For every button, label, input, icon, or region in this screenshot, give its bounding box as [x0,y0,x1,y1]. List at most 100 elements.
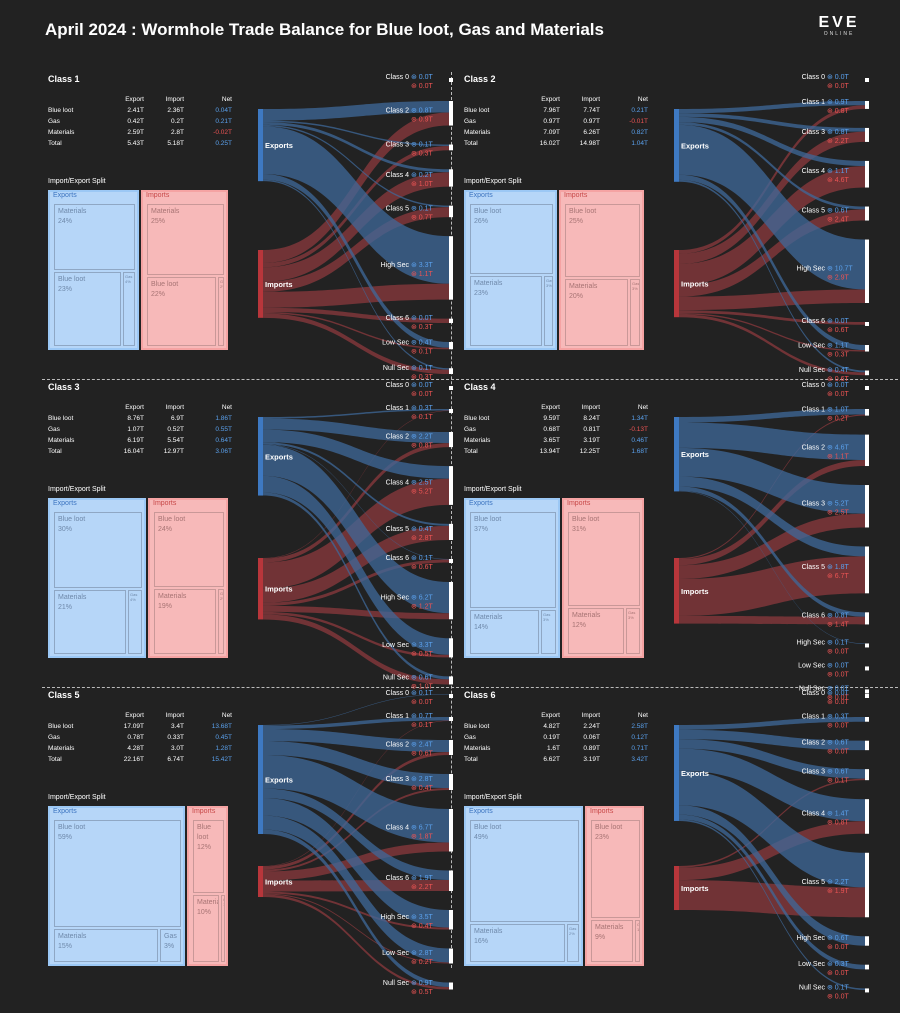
table-header-blank [464,94,520,105]
table-cell-label: Total [464,756,478,763]
treemap-cell-gas: Gas 3% [541,610,556,654]
destination-node [865,546,869,594]
table-header-row: Export Import Net [464,94,648,105]
export-value-label: ⊛ 0.3T [827,961,850,968]
destination-node [865,78,869,82]
import-flow-high-sec [263,283,449,308]
destination-node [449,948,453,964]
export-flow-class-2 [679,422,865,460]
treemap-cell-pct: 19% [158,603,173,610]
table-header-export: Export [125,712,144,719]
page-title: April 2024 : Wormhole Trade Balance for … [45,20,604,39]
import-value-label: ⊛ 1.9T [827,888,850,895]
destination-node [865,964,869,970]
imports-node [674,558,679,624]
destination-label: Class 4 [802,810,825,817]
treemap-cell-gas: Gas 3% [160,929,181,962]
export-flow-class-6 [263,788,449,880]
destination-label: Class 2 [386,107,409,114]
table-header-import: Import [165,712,184,719]
treemap-cell-pct: 2% [220,284,223,289]
destination-label: Class 6 [386,315,409,322]
exports-treemap: Exports Blue loot 49% Materials 16% Gas 2% [464,806,583,966]
destination-label: Null Sec [799,685,826,692]
destination-label: Null Sec [383,674,410,681]
treemap-cell-materials: Materials 20% [565,279,628,346]
table-row: Materials 4.28T 3.0T 1.28T [48,743,232,754]
treemap-cell-pct: 23% [474,290,489,297]
table-cell-net: 0.45T [215,734,232,741]
sankey-flows [263,694,449,990]
table-header-net: Net [221,96,232,103]
destination-label: Class 1 [386,713,409,720]
destination-node [865,740,869,751]
treemap-cell-label: Materials [197,899,218,906]
treemap-cell-pct: 22% [151,291,166,298]
destination-label: Class 6 [386,555,409,562]
sankey-flows [263,409,449,685]
treemap-cell-label: Gas [569,926,577,931]
treemap-cell-gas: Gas 4% [128,590,142,654]
table-row: Blue loot 7.96T 7.74T 0.21T [464,105,648,116]
treemap-cell-pct: 26% [474,218,489,225]
logo-sub-text: ONLINE [823,31,855,37]
import-value-label: ⊛ 1.1T [411,271,434,278]
panel-title: Class 1 [48,74,80,84]
table-cell-export: 2.59T [127,129,144,136]
export-flow-high-sec [263,798,449,928]
treemap-cell-pct: 24% [58,218,73,225]
table-row: Materials 6.19T 5.54T 0.64T [48,435,232,446]
import-value-label: ⊛ 0.8T [827,108,850,115]
treemap-cell-pct: 49% [474,834,489,841]
export-value-label: ⊛ 0.6T [827,769,850,776]
table-cell-import: 0.97T [583,118,600,125]
treemap-cell-pct: 37% [474,526,489,533]
destination-node [865,852,869,918]
export-flow-class-6 [679,486,865,617]
treemap-cell-label: Gas [130,592,138,597]
export-value-label: ⊛ 0.6T [411,674,434,681]
import-value-label: ⊛ 0.0T [827,391,850,398]
treemap-cell-pct: 10% [197,909,212,916]
split-title: Import/Export Split [464,794,522,801]
destination-label: High Sec [797,265,826,272]
exports-node [674,725,679,821]
treemap-cell-label: Blue loot [474,516,502,523]
destination-node [449,205,453,218]
destination-node [865,988,869,993]
exports-treemap: Exports Blue loot 30% Materials 21% Gas 4% [48,498,146,658]
table-cell-import: 3.0T [170,745,184,752]
treemap-cell-materials: Materials 9% [591,920,633,962]
destination-node [449,694,453,698]
destination-node [449,432,453,448]
export-flow-class-3 [679,113,865,132]
import-value-label: ⊛ 0.1T [411,349,434,356]
import-flow-class-4 [679,821,865,881]
import-value-label: ⊛ 2.9T [827,274,850,281]
destination-label: Class 3 [386,141,409,148]
treemap-cell-pct: 3% [546,283,552,288]
treemap-cell-label: Blue loot [572,516,600,523]
destination-node [449,318,453,324]
import-value-label: ⊛ 0.8T [411,443,434,450]
destination-node [449,717,453,721]
import-value-label: ⊛ 0.0T [827,993,850,1000]
export-value-label: ⊛ 0.4T [827,367,850,374]
treemap-cell-label: Gas [637,922,640,927]
destination-label: Class 1 [802,406,825,413]
table-cell-export: 13.94T [539,448,560,455]
table-row: Total 5.43T 5.18T 0.25T [48,138,232,149]
table-cell-label: Gas [48,734,60,741]
destination-node [449,910,453,930]
import-value-label: ⊛ 0.0T [827,722,850,729]
treemap-cell-label: Materials [58,208,87,215]
table-row: Materials 3.65T 3.19T 0.46T [464,435,648,446]
import-value-label: ⊛ 0.0T [827,699,850,706]
panel-class-3: Class 3 Export Import Net Blue loot 8.76T 6.9T… [43,382,473,690]
treemap-cell-label: Blue loot [58,516,86,523]
table-cell-label: Gas [48,426,60,433]
export-flow-class-1 [679,409,865,423]
treemap-cell-materials: Materials 23% [470,276,542,346]
